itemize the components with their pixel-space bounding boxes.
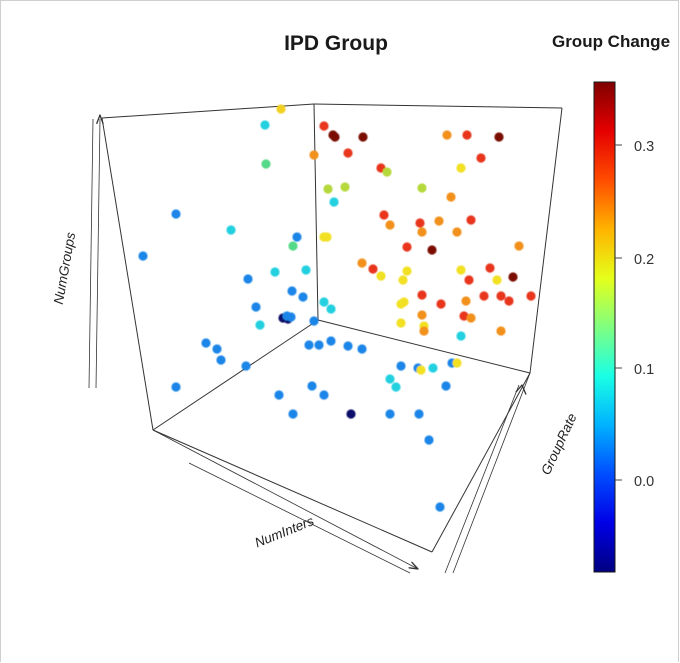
svg-text:0.0: 0.0 <box>634 474 654 490</box>
svg-text:0.2: 0.2 <box>634 252 654 268</box>
svg-text:NumInters: NumInters <box>253 513 317 550</box>
svg-text:0.3: 0.3 <box>634 139 654 155</box>
svg-text:NumGroups: NumGroups <box>51 231 78 306</box>
svg-text:0.1: 0.1 <box>634 362 654 378</box>
svg-text:GroupRate: GroupRate <box>538 411 580 477</box>
